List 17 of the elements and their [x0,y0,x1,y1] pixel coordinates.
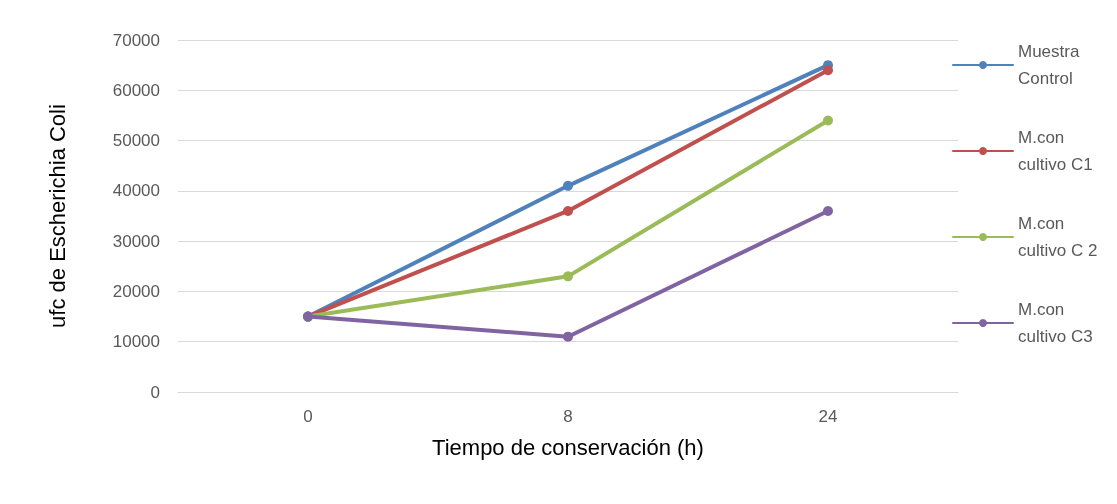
legend-label: Muestra Control [1018,42,1085,88]
legend-label: M.con cultivo C3 [1018,300,1093,346]
y-tick-label: 70000 [112,30,160,50]
legend-label: M.con cultivo C1 [1018,128,1093,174]
x-tick-label: 0 [303,407,313,426]
x-axis-title: Tiempo de conservación (h) [432,434,704,460]
y-tick-label: 30000 [112,231,160,251]
legend-label: M.con cultivo C 2 [1018,214,1098,260]
y-tick-label: 0 [150,382,160,402]
x-tick-label: 8 [563,407,573,426]
y-tick-label: 50000 [112,131,160,151]
y-tick-label: 60000 [112,80,160,100]
y-tick-label: 40000 [112,181,160,201]
y-tick-label: 10000 [112,332,160,352]
y-axis-title: ufc de Escherichia Coli [44,104,70,328]
y-tick-label: 20000 [112,281,160,301]
x-tick-label: 24 [818,407,838,426]
